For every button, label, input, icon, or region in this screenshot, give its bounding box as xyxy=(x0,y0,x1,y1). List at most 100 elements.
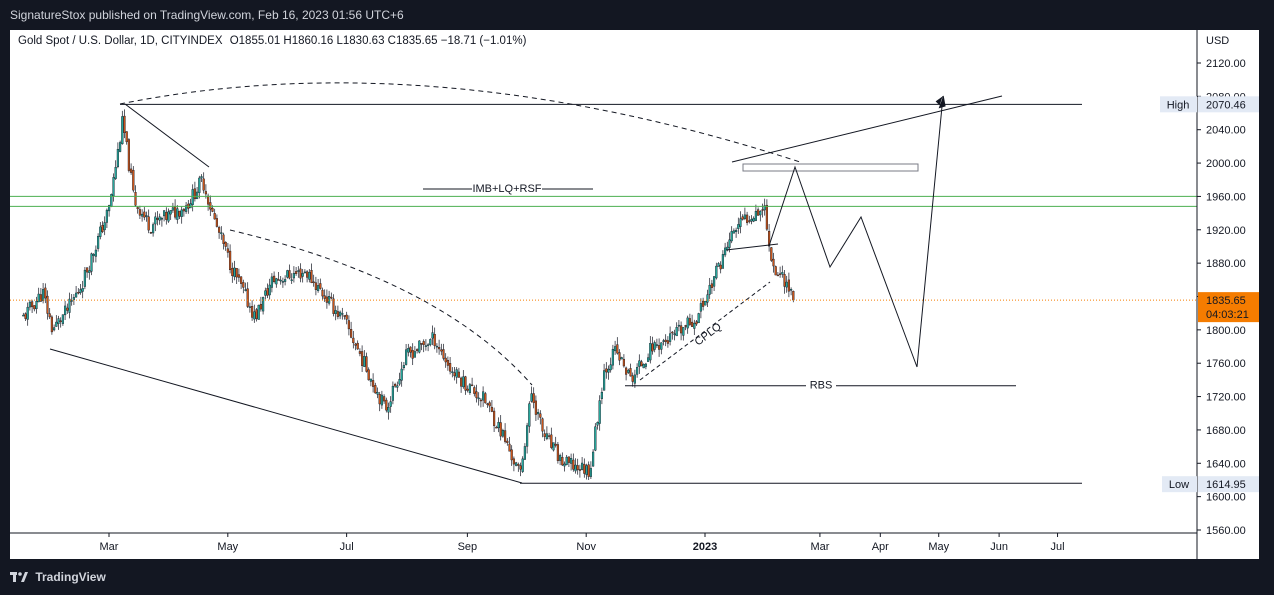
plot-area xyxy=(10,30,1197,533)
candle-body xyxy=(193,188,197,200)
candle-body xyxy=(653,342,656,350)
y-axis-currency: USD xyxy=(1206,35,1229,47)
candle-body xyxy=(132,170,135,191)
y-tick-label: 1800.00 xyxy=(1206,325,1246,337)
candle-body xyxy=(350,329,353,338)
candle-body xyxy=(693,323,696,329)
candle-body xyxy=(94,249,98,257)
candle-body xyxy=(471,384,474,387)
candle-body xyxy=(702,300,705,307)
candle-body xyxy=(339,311,342,317)
candle-body xyxy=(781,272,784,275)
candle-body xyxy=(427,344,430,346)
candle-body xyxy=(191,189,194,205)
candle-body xyxy=(484,393,487,404)
candle-body xyxy=(526,425,529,447)
candle-body xyxy=(752,217,755,222)
candle-body xyxy=(224,241,227,247)
candle-body xyxy=(121,116,124,145)
candle-body xyxy=(442,349,445,359)
candle-body xyxy=(451,371,454,373)
candle-body xyxy=(774,266,777,276)
candle-body xyxy=(640,361,643,367)
candle-body xyxy=(152,224,155,234)
candle-body xyxy=(438,346,441,350)
candle-body xyxy=(394,383,397,387)
candle-body xyxy=(732,230,736,234)
tradingview-logo[interactable]: TradingView xyxy=(10,570,106,584)
candle-body xyxy=(385,399,388,411)
candle-body xyxy=(662,340,665,342)
candle-body xyxy=(189,203,192,209)
candle-body xyxy=(24,313,27,319)
candle-body xyxy=(493,410,496,426)
candle-body xyxy=(495,426,498,429)
candle-body xyxy=(743,214,747,219)
candle-body xyxy=(688,318,692,325)
candle-body xyxy=(83,269,87,287)
projection-path xyxy=(768,95,944,368)
candle-body xyxy=(143,211,146,218)
candle-body xyxy=(57,318,60,324)
candle-body xyxy=(391,385,395,401)
high-tag-label: High xyxy=(1167,99,1190,111)
candle-body xyxy=(607,368,610,373)
candle-body xyxy=(411,350,414,359)
candle-body xyxy=(220,232,223,235)
candle-body xyxy=(482,391,485,401)
candle-body xyxy=(506,440,509,443)
candle-body xyxy=(587,464,590,477)
candle-body xyxy=(149,231,153,234)
candle-body xyxy=(79,289,82,294)
candle-body xyxy=(477,397,480,400)
candle-body xyxy=(768,231,771,247)
high-value-label: 2070.46 xyxy=(1206,99,1246,111)
candle-body xyxy=(721,254,725,269)
candle-body xyxy=(77,292,80,294)
candle-body xyxy=(55,321,58,327)
candle-body xyxy=(552,442,555,451)
upper-trendline xyxy=(124,103,210,168)
price-chart[interactable]: IMB+LQ+RSFRBSCPLQUSD1560.001600.001640.0… xyxy=(10,30,1259,559)
candle-body xyxy=(435,345,439,348)
x-tick-label: 2023 xyxy=(693,541,717,553)
candle-body xyxy=(207,195,210,205)
candle-body xyxy=(728,239,731,248)
candle-body xyxy=(156,218,159,220)
candle-body xyxy=(378,394,381,405)
candle-body xyxy=(792,291,795,301)
candle-body xyxy=(53,327,56,331)
rbs-label: RBS xyxy=(810,380,833,392)
last-price-countdown: 04:03:21 xyxy=(1206,309,1249,321)
candle-body xyxy=(244,289,247,291)
candle-body xyxy=(257,304,260,320)
candle-body xyxy=(765,204,769,230)
chart-frame: IMB+LQ+RSF RBS CPLQ USD 1560.00 1600.00 1640.0… xyxy=(10,30,1259,559)
footer-bar: TradingView xyxy=(0,559,1274,595)
candle-body xyxy=(312,281,315,284)
candle-body xyxy=(724,247,727,256)
candle-body xyxy=(319,283,322,289)
candle-body xyxy=(422,341,425,345)
candle-body xyxy=(611,349,615,366)
candle-body xyxy=(295,271,298,274)
y-tick-label: 1880.00 xyxy=(1206,258,1246,270)
candle-body xyxy=(130,168,133,173)
candle-body xyxy=(341,313,344,315)
candle-body xyxy=(609,364,612,371)
candle-body xyxy=(101,225,104,232)
candle-body xyxy=(515,462,518,466)
candle-body xyxy=(636,367,639,375)
candle-body xyxy=(330,296,333,299)
candle-body xyxy=(468,384,472,393)
candle-body xyxy=(567,456,571,463)
y-tick-label: 1560.00 xyxy=(1206,525,1246,537)
candle-body xyxy=(180,209,183,217)
candle-body xyxy=(466,388,469,391)
candle-body xyxy=(398,379,401,385)
candle-body xyxy=(570,458,573,464)
candle-body xyxy=(651,343,654,352)
candle-body xyxy=(530,393,533,402)
candle-body xyxy=(171,207,175,211)
candle-body xyxy=(354,343,357,346)
